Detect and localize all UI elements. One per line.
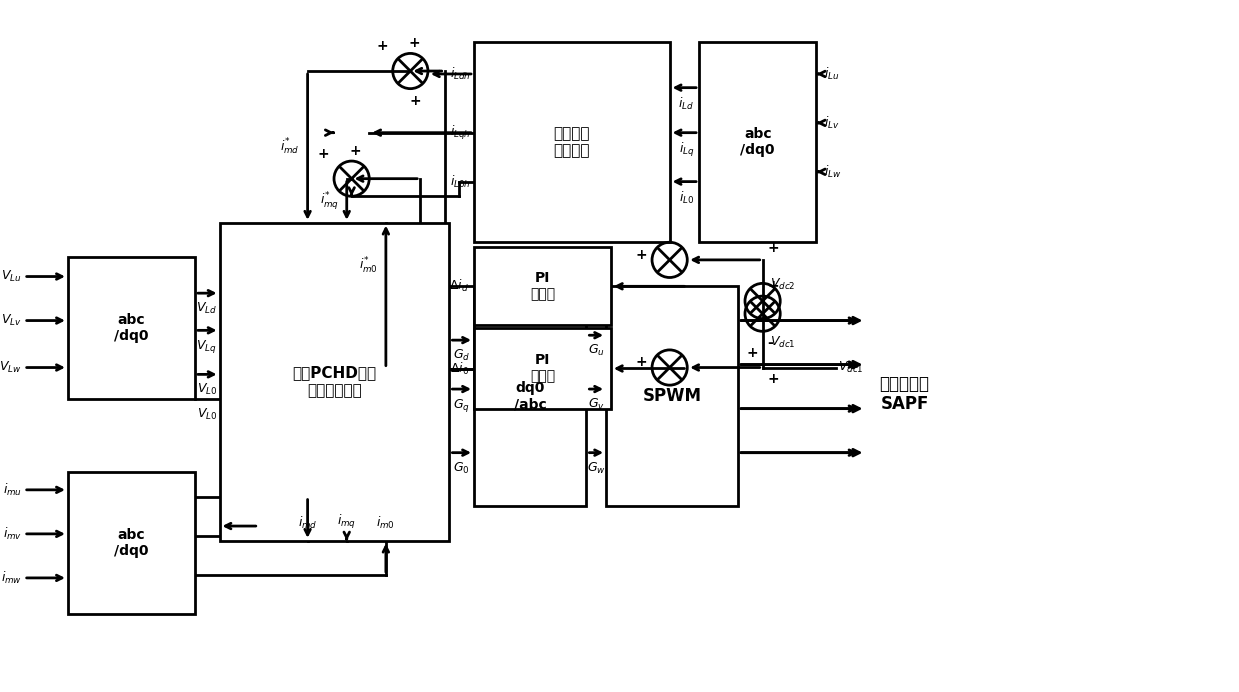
Bar: [475, 247, 611, 325]
Text: $i_{L0h}$: $i_{L0h}$: [450, 174, 471, 190]
Text: $V_{L0}$: $V_{L0}$: [197, 407, 217, 421]
Text: +: +: [746, 346, 758, 360]
Text: $V_{Lu}$: $V_{Lu}$: [1, 269, 22, 284]
Text: +: +: [349, 144, 361, 158]
Text: $G_w$: $G_w$: [587, 460, 606, 475]
Text: $i_{Lw}$: $i_{Lw}$: [824, 164, 841, 180]
Bar: [475, 329, 611, 409]
Text: $i_{mq}^{*}$: $i_{mq}^{*}$: [320, 190, 339, 212]
Text: +: +: [410, 93, 421, 107]
Text: $G_u$: $G_u$: [587, 343, 605, 358]
Text: $V_{Lq}$: $V_{Lq}$: [197, 338, 217, 355]
Text: abc
/dq0: abc /dq0: [114, 313, 149, 343]
Text: $\Delta i_0$: $\Delta i_0$: [450, 361, 470, 376]
Bar: [68, 472, 195, 614]
Text: 电容中点式
SAPF: 电容中点式 SAPF: [880, 374, 929, 413]
Text: $V_{dc1}$: $V_{dc1}$: [838, 360, 864, 375]
Text: $i_{m0}$: $i_{m0}$: [377, 515, 395, 531]
Text: +: +: [317, 147, 330, 161]
Text: -: -: [767, 336, 773, 350]
Bar: [606, 286, 738, 507]
Text: $i_{m0}^{*}$: $i_{m0}^{*}$: [359, 256, 378, 276]
Bar: [475, 286, 586, 507]
Text: $\Delta i_d$: $\Delta i_d$: [450, 278, 470, 294]
Text: 基于PCHD模型
的无源控制器: 基于PCHD模型 的无源控制器: [292, 365, 377, 398]
Text: 谐波电流
指令提取: 谐波电流 指令提取: [554, 126, 590, 158]
Text: $i_{Lv}$: $i_{Lv}$: [824, 115, 840, 131]
Text: $i_{mv}$: $i_{mv}$: [2, 526, 22, 542]
Text: PI
控制器: PI 控制器: [530, 271, 555, 302]
Text: $i_{mq}$: $i_{mq}$: [337, 513, 357, 531]
Text: $i_{md}^{*}$: $i_{md}^{*}$: [280, 137, 300, 158]
Text: $i_{L0}$: $i_{L0}$: [679, 190, 694, 206]
Text: $V_{Lw}$: $V_{Lw}$: [0, 360, 22, 375]
Bar: [219, 223, 450, 540]
Text: $i_{Lu}$: $i_{Lu}$: [824, 66, 840, 82]
Text: abc
/dq0: abc /dq0: [114, 528, 149, 558]
Bar: [699, 42, 817, 242]
Text: $i_{Ld}$: $i_{Ld}$: [678, 95, 694, 111]
Text: +: +: [408, 37, 420, 51]
Text: abc
/dq0: abc /dq0: [741, 127, 774, 157]
Text: +: +: [767, 241, 779, 255]
Text: dq0
/abc: dq0 /abc: [514, 381, 546, 412]
Text: $i_{md}$: $i_{md}$: [297, 515, 317, 531]
Text: $i_{Ldh}$: $i_{Ldh}$: [450, 66, 471, 82]
Text: $G_q$: $G_q$: [452, 397, 470, 414]
Text: +: +: [377, 39, 388, 53]
Bar: [475, 42, 669, 242]
Text: +: +: [767, 372, 779, 386]
Text: $G_v$: $G_v$: [587, 397, 605, 412]
Text: $V_{Ld}$: $V_{Ld}$: [196, 301, 217, 316]
Text: +: +: [636, 355, 647, 370]
Text: $V_{dc1}$: $V_{dc1}$: [771, 335, 797, 350]
Text: $V_{Lv}$: $V_{Lv}$: [1, 313, 22, 328]
Text: $V_{L0}$: $V_{L0}$: [197, 382, 217, 397]
Text: $i_{mw}$: $i_{mw}$: [1, 570, 22, 586]
Bar: [68, 257, 195, 399]
Text: +: +: [636, 248, 647, 262]
Text: $i_{mu}$: $i_{mu}$: [2, 482, 22, 498]
Text: PI
控制器: PI 控制器: [530, 354, 555, 383]
Text: $G_d$: $G_d$: [452, 348, 470, 363]
Text: $V_{dc2}$: $V_{dc2}$: [771, 277, 795, 292]
Text: $G_0$: $G_0$: [453, 460, 470, 475]
Text: +: +: [767, 279, 779, 293]
Text: SPWM: SPWM: [643, 388, 701, 406]
Text: $i_{Lq}$: $i_{Lq}$: [679, 140, 694, 158]
Text: $i_{Lqh}$: $i_{Lqh}$: [450, 124, 471, 142]
